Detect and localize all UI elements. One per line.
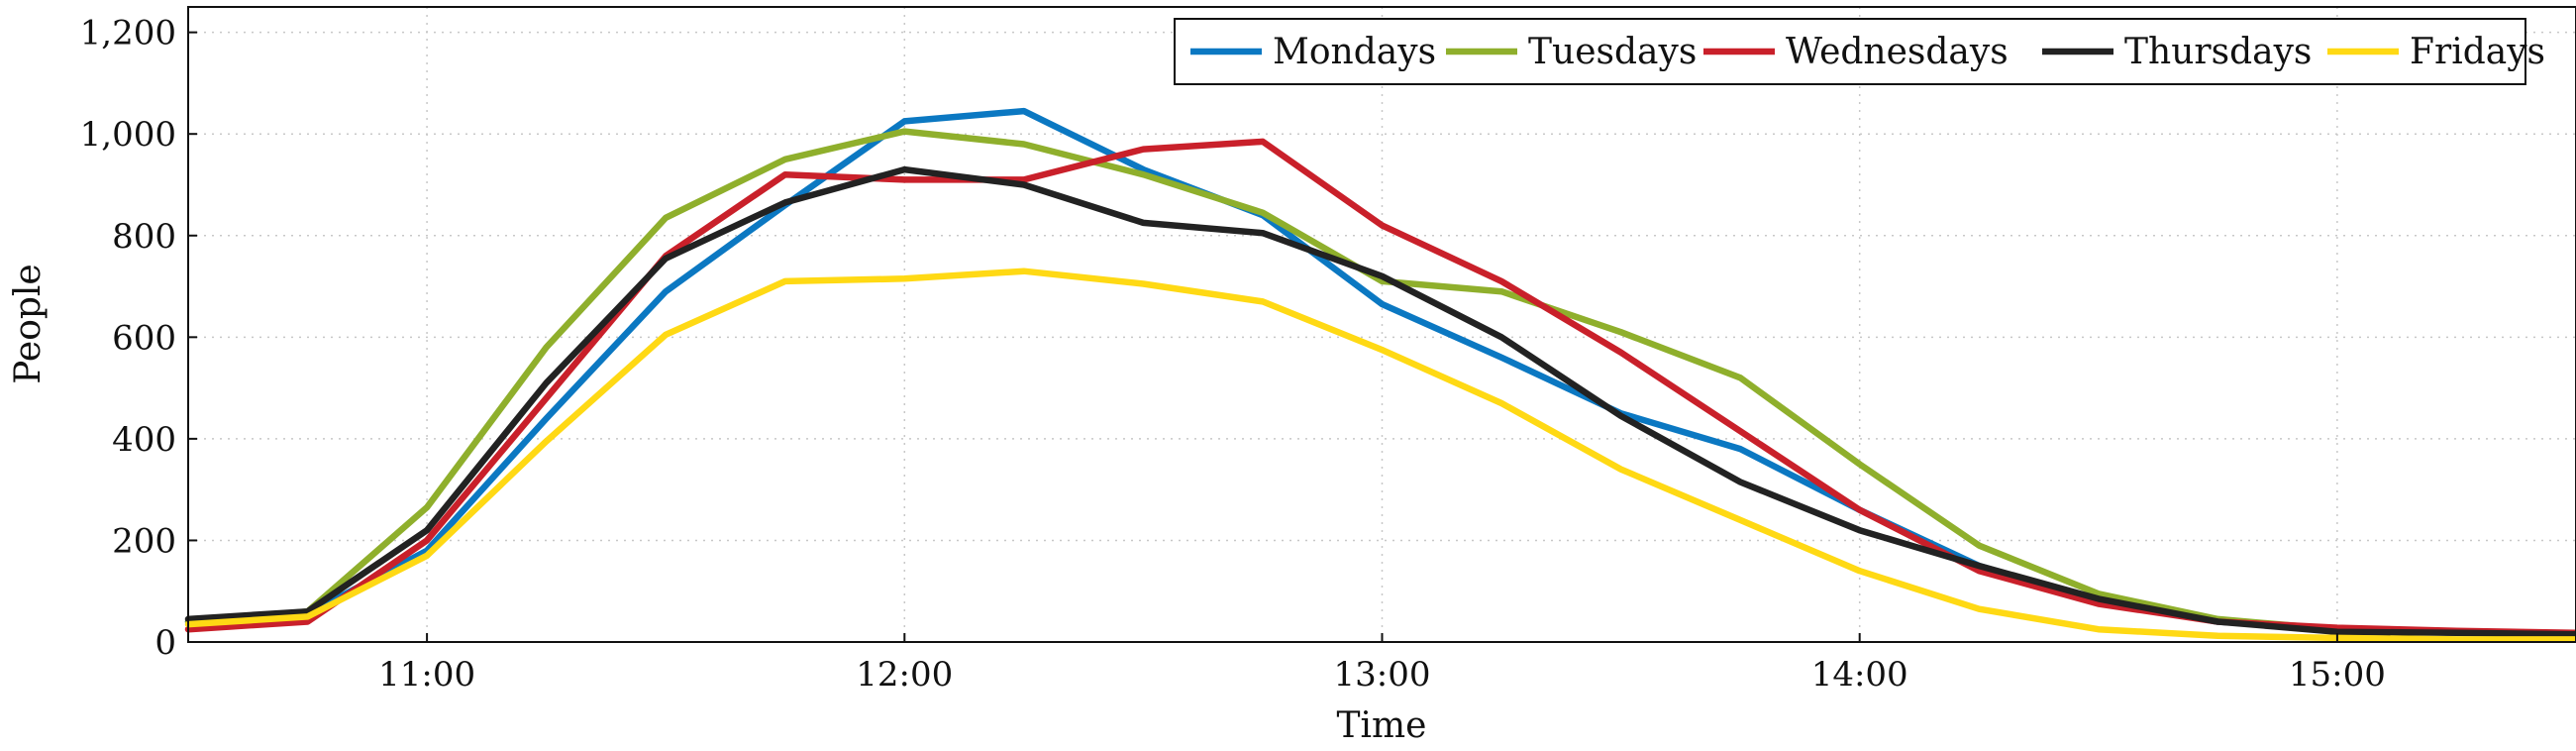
y-axis-title: People (8, 264, 49, 383)
y-tick-label: 800 (112, 217, 176, 257)
legend-label-fridays: Fridays (2410, 32, 2545, 72)
legend-box (1174, 18, 2526, 85)
x-tick-label: 12:00 (856, 655, 953, 695)
y-tick-label: 600 (112, 318, 176, 358)
y-tick-label: 200 (112, 521, 176, 561)
series-line-thursdays (184, 165, 2576, 638)
series-lines (184, 107, 2576, 643)
legend-label-thursdays: Thursdays (2124, 32, 2312, 72)
x-axis-title: Time (1337, 705, 1427, 746)
x-tick-label: 11:00 (378, 655, 475, 695)
series-line-tuesdays (184, 128, 2576, 638)
x-tick-label: 13:00 (1334, 655, 1431, 695)
y-tick-label: 1,200 (80, 14, 176, 54)
x-tick-label: 15:00 (2289, 655, 2386, 695)
grid-lines (188, 7, 2576, 642)
axis-ticks: 0 200 400 600 800 1,000 1,200 11:00 12:00 13:00 14… (80, 14, 2386, 695)
legend-label-mondays: Mondays (1273, 32, 1436, 72)
x-tick-label: 14:00 (1811, 655, 1908, 695)
legend-label-wednesdays: Wednesdays (1786, 32, 2009, 72)
legend: Mondays Tuesdays Wednesdays Thursdays Friday… (1174, 18, 2545, 85)
y-tick-label: 1,000 (80, 115, 176, 155)
y-tick-label: 0 (155, 623, 176, 663)
series-line-fridays (184, 268, 2576, 643)
legend-label-tuesdays: Tuesdays (1528, 32, 1697, 72)
y-tick-label: 400 (112, 420, 176, 460)
